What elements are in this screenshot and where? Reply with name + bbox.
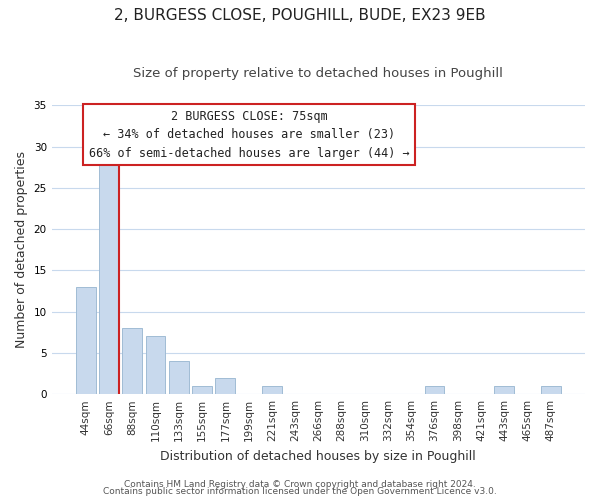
Title: Size of property relative to detached houses in Poughill: Size of property relative to detached ho… [133,68,503,80]
Bar [169,361,188,394]
Bar [122,328,142,394]
Text: 2 BURGESS CLOSE: 75sqm
← 34% of detached houses are smaller (23)
66% of semi-det: 2 BURGESS CLOSE: 75sqm ← 34% of detached… [89,110,409,160]
Text: 2, BURGESS CLOSE, POUGHILL, BUDE, EX23 9EB: 2, BURGESS CLOSE, POUGHILL, BUDE, EX23 9… [114,8,486,22]
Bar [99,163,119,394]
Text: Contains HM Land Registry data © Crown copyright and database right 2024.: Contains HM Land Registry data © Crown c… [124,480,476,489]
Bar [262,386,282,394]
Y-axis label: Number of detached properties: Number of detached properties [15,151,28,348]
Bar [146,336,166,394]
Bar [192,386,212,394]
Bar [494,386,514,394]
Bar [76,287,95,394]
Bar [215,378,235,394]
Bar [425,386,445,394]
Text: Contains public sector information licensed under the Open Government Licence v3: Contains public sector information licen… [103,487,497,496]
Bar [541,386,561,394]
X-axis label: Distribution of detached houses by size in Poughill: Distribution of detached houses by size … [160,450,476,462]
